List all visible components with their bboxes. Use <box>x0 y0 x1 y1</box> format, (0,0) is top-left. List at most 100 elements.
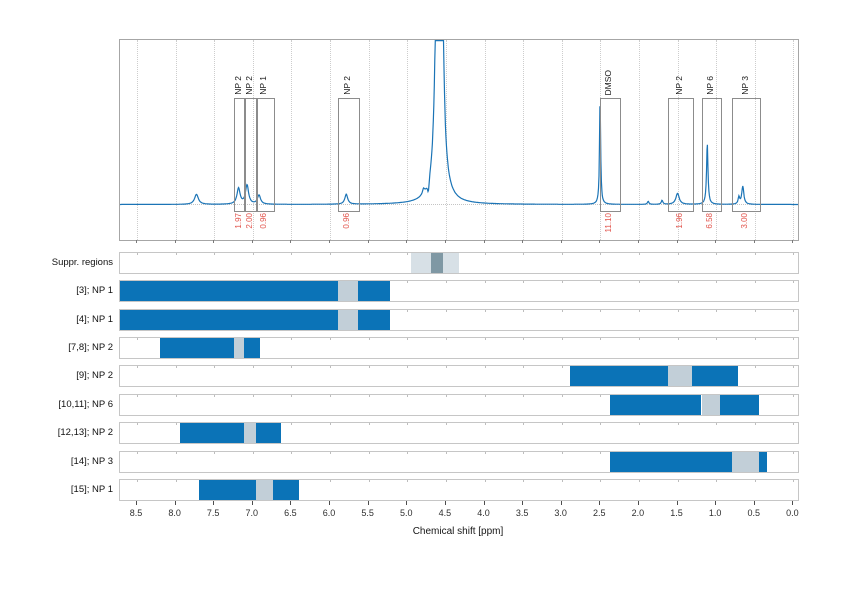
track-segment-blue <box>120 281 338 301</box>
track-row-tick <box>252 366 254 368</box>
track-row-tick <box>175 423 177 425</box>
track-row-tick <box>523 366 525 368</box>
track-row-tick <box>252 253 254 255</box>
track-row-tick <box>407 281 409 283</box>
peak-region-label: NP 2 <box>341 76 352 95</box>
spectrum-tick <box>213 240 215 243</box>
gridline <box>137 40 138 240</box>
spectrum-tick <box>444 240 446 243</box>
track-row-tick <box>561 281 563 283</box>
track-row-tick <box>677 480 679 482</box>
track-row-tick <box>175 395 177 397</box>
track-segment-blue <box>609 452 733 472</box>
track-row-tick <box>484 310 486 312</box>
track-row-tick <box>407 452 409 454</box>
track-row-tick <box>677 423 679 425</box>
axis-tick-label: 6.0 <box>322 508 336 518</box>
track-label: [4]; NP 1 <box>76 314 113 325</box>
spectrum-tick <box>483 240 485 243</box>
axis-tick-label: 0.5 <box>747 508 761 518</box>
axis-tick-label: 5.5 <box>361 508 374 518</box>
gridline <box>291 40 293 240</box>
track-row-tick <box>484 395 486 397</box>
axis-tick <box>406 501 408 505</box>
track-row-tick <box>561 452 563 454</box>
track-row-tick <box>137 395 138 397</box>
spectrum-tick <box>676 240 678 243</box>
gridline <box>368 40 370 240</box>
track-row-tick <box>754 281 756 283</box>
track-row-tick <box>214 452 216 454</box>
track-row-tick <box>330 338 331 340</box>
track-row-tick <box>677 281 679 283</box>
track-row-tick <box>600 480 602 482</box>
axis-tick <box>290 501 292 505</box>
peak-integral-value: 6.58 <box>705 213 715 229</box>
axis-tick-label: 1.0 <box>708 508 722 518</box>
spectrum-tick <box>251 240 253 243</box>
track-row-tick <box>600 452 602 454</box>
track-row-tick <box>445 423 447 425</box>
axis-tick <box>792 501 794 505</box>
track-row-tick <box>330 452 331 454</box>
track-label: Suppr. regions <box>51 257 113 268</box>
track-row-tick <box>407 480 409 482</box>
track-row-tick <box>137 253 138 255</box>
axis-tick <box>174 501 176 505</box>
track-row-tick <box>561 480 563 482</box>
spectrum-tick <box>522 240 524 243</box>
track-row-tick <box>561 423 563 425</box>
track-row-tick <box>793 423 795 425</box>
track-row-tick <box>291 253 293 255</box>
axis-tick-label: 3.5 <box>515 508 529 518</box>
track-row-tick <box>793 310 795 312</box>
axis-tick-label: 4.5 <box>438 508 452 518</box>
track-row-tick <box>523 423 525 425</box>
track-row-tick <box>523 281 525 283</box>
track-segment-gap <box>244 423 256 443</box>
axis-tick <box>715 501 717 505</box>
track-row-tick <box>600 338 602 340</box>
track-segment-suppr_dark <box>431 253 443 273</box>
axis-tick-label: 6.5 <box>284 508 297 518</box>
track-row-tick <box>600 253 602 255</box>
track-row-tick <box>638 281 640 283</box>
track-row-tick <box>523 452 525 454</box>
track-row-tick <box>445 480 447 482</box>
track-row-tick <box>754 310 756 312</box>
track-row-tick <box>330 395 331 397</box>
track-segment-gap <box>701 395 720 415</box>
peak-region-box <box>701 98 722 212</box>
axis-tick-label: 2.5 <box>593 508 606 518</box>
gridline <box>754 40 756 240</box>
spectrum-tick <box>753 240 755 243</box>
track-row-tick <box>137 423 138 425</box>
track-row-tick <box>484 253 486 255</box>
track-row <box>119 280 799 302</box>
track-segment-blue <box>758 452 768 472</box>
axis-tick <box>367 501 369 505</box>
track-row-tick <box>677 338 679 340</box>
track-row-tick <box>445 310 447 312</box>
track-row-tick <box>407 423 409 425</box>
axis-tick-label: 3.0 <box>554 508 567 518</box>
track-row-tick <box>484 480 486 482</box>
track-row-tick <box>716 310 718 312</box>
track-label: [14]; NP 3 <box>70 456 113 467</box>
track-segment-blue <box>198 480 256 500</box>
track-label: [7,8]; NP 2 <box>68 342 113 353</box>
axis-tick-label: 2.0 <box>631 508 645 518</box>
axis-tick <box>753 501 755 505</box>
track-row-tick <box>793 338 795 340</box>
spectrum-panel: NP 2 1.97 NP 2 2.00 NP 1 0.96 NP 2 0.96 DMSO 11.1… <box>119 39 799 241</box>
gridline <box>638 40 640 240</box>
gridline <box>214 40 216 240</box>
track-segment-gap <box>732 452 759 472</box>
track-row-tick <box>175 366 177 368</box>
gridline <box>523 40 525 240</box>
gridline <box>793 40 795 240</box>
spectrum-tick <box>329 240 330 243</box>
track-row-tick <box>407 338 409 340</box>
track-segment-gap <box>337 281 358 301</box>
